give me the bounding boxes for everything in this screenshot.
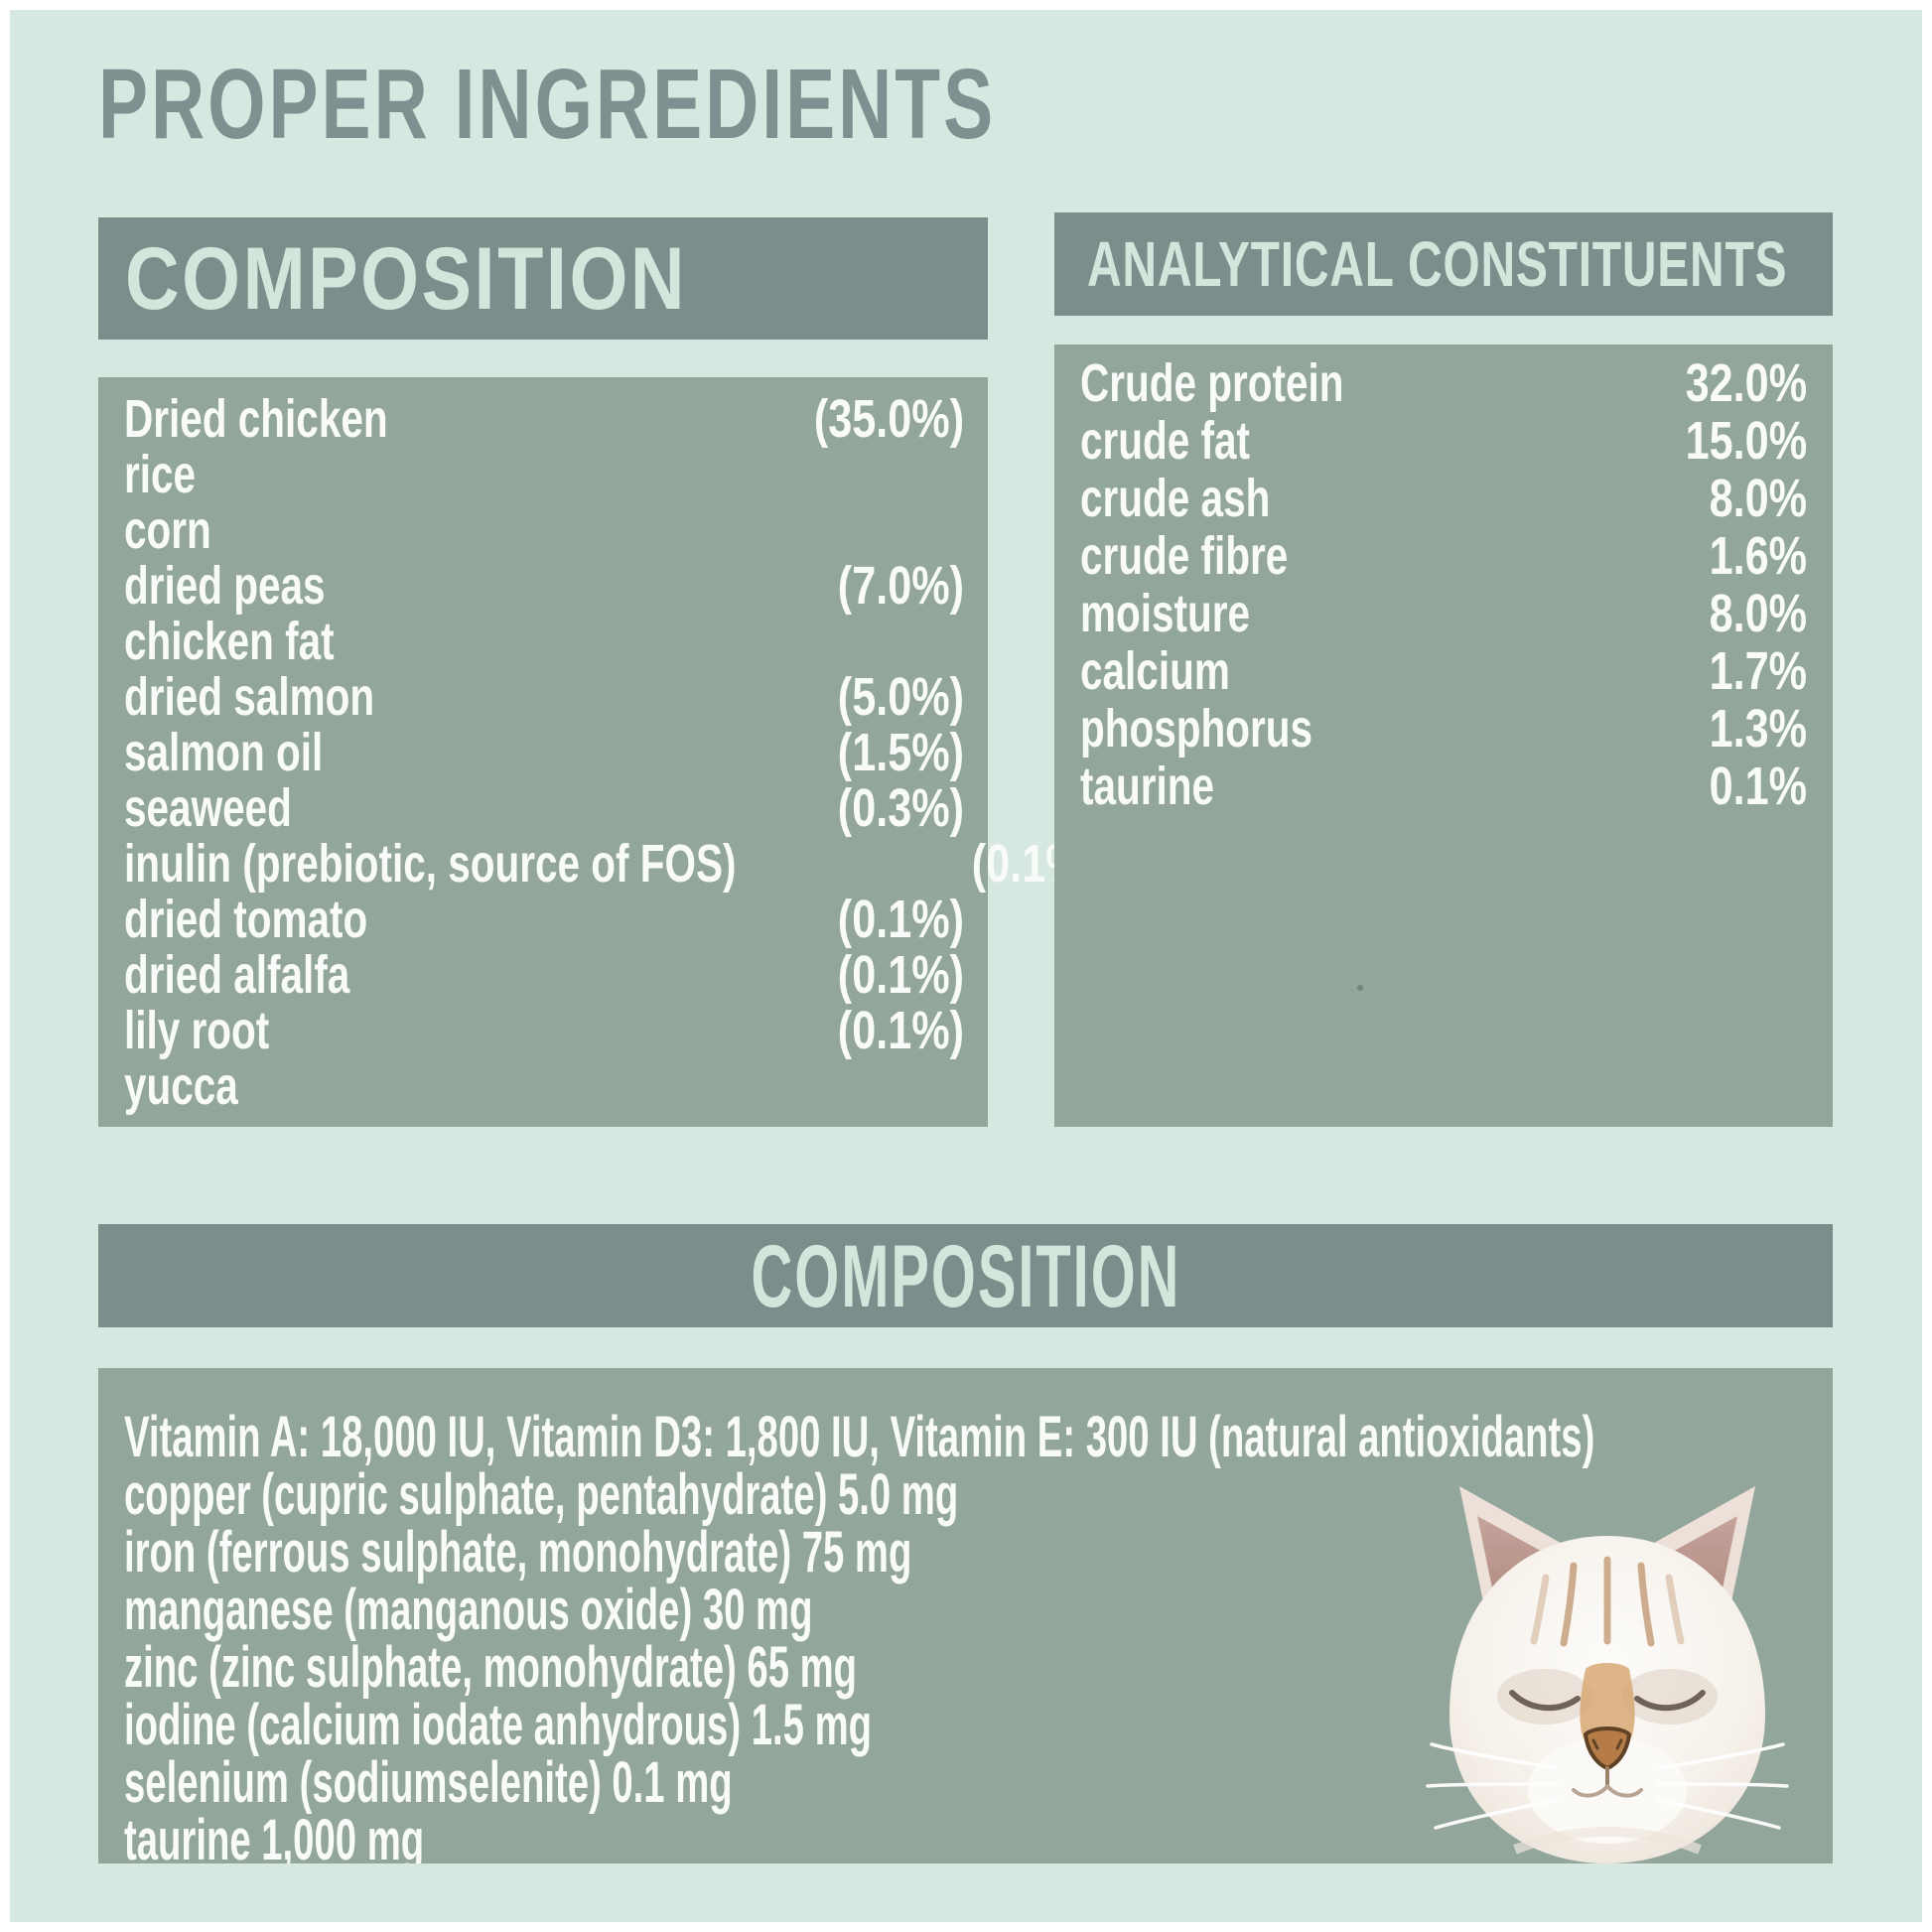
additive-text: manganese (manganous oxide) 30 mg	[124, 1577, 813, 1642]
additive-text: taurine 1,000 mg	[124, 1807, 425, 1864]
cat-mouth	[1572, 1784, 1643, 1798]
table-row: calcium 1.7%	[1080, 641, 1807, 701]
constituent-name: Crude protein	[1080, 353, 1344, 413]
ingredient-name: lily root	[124, 1001, 270, 1060]
table-row: phosphorus 1.3%	[1080, 699, 1807, 759]
additive-line: copper (cupric sulphate, pentahydrate) 5…	[124, 1462, 1833, 1527]
additive-line: manganese (manganous oxide) 30 mg	[124, 1578, 1833, 1642]
ingredient-percentage: (5.0%)	[837, 667, 964, 727]
constituent-percentage: 0.1%	[1709, 757, 1807, 816]
ingredient-name: seaweed	[124, 778, 292, 838]
table-row: crude fibre 1.6%	[1080, 526, 1807, 586]
composition-section: COMPOSITION	[98, 217, 988, 340]
constituent-name: taurine	[1080, 757, 1215, 816]
composition-header-label: COMPOSITION	[125, 228, 688, 328]
page-title: PROPER INGREDIENTS	[98, 50, 1296, 159]
ingredient-name: rice	[124, 445, 197, 504]
ingredient-percentage: (1.5%)	[837, 723, 964, 782]
analytical-header-label: ANALYTICAL CONSTITUENTS	[1087, 228, 1788, 300]
cat-whiskers	[1426, 1742, 1789, 1830]
constituent-percentage: 32.0%	[1685, 353, 1808, 413]
ingredient-name: chicken fat	[124, 612, 335, 671]
additive-line: taurine 1,000 mg	[124, 1808, 1833, 1864]
table-row: dried tomato (0.1%)	[124, 890, 964, 949]
print-speck-artifact	[1357, 985, 1363, 991]
ingredient-percentage: (0.1%)	[837, 1001, 964, 1060]
table-row: dried peas (7.0%)	[124, 556, 964, 616]
constituent-name: moisture	[1080, 584, 1251, 643]
constituent-name: crude ash	[1080, 469, 1271, 528]
additive-line: iodine (calcium iodate anhydrous) 1.5 mg	[124, 1693, 1833, 1757]
ingredient-percentage: (0.1%)	[837, 945, 964, 1005]
table-row: dried alfalfa (0.1%)	[124, 945, 964, 1005]
ingredient-name: salmon oil	[124, 723, 324, 782]
ingredient-percentage: (0.1%)	[837, 890, 964, 949]
table-row: inulin (prebiotic, source of FOS) (0.1%)	[124, 834, 1098, 894]
constituent-name: crude fibre	[1080, 526, 1289, 586]
cat-closed-eye-right	[1634, 1690, 1706, 1712]
analytical-header-bar: ANALYTICAL CONSTITUENTS	[1054, 212, 1833, 316]
composition-header-bar: COMPOSITION	[98, 217, 988, 340]
constituent-percentage: 1.6%	[1709, 526, 1807, 586]
table-row: Dried chicken (35.0%)	[124, 389, 964, 449]
additive-line: Vitamin A: 18,000 IU, Vitamin D3: 1,800 …	[124, 1405, 1833, 1469]
ingredient-name: dried peas	[124, 556, 326, 616]
constituent-name: crude fat	[1080, 411, 1251, 471]
table-row: seaweed (0.3%)	[124, 778, 964, 838]
additive-text: iron (ferrous sulphate, monohydrate) 75 …	[124, 1519, 912, 1585]
constituent-percentage: 15.0%	[1685, 411, 1808, 471]
table-row: chicken fat	[124, 612, 964, 671]
table-row: Crude protein 32.0%	[1080, 353, 1808, 413]
additive-text: zinc (zinc sulphate, monohydrate) 65 mg	[124, 1634, 858, 1700]
table-row: lily root (0.1%)	[124, 1001, 964, 1060]
table-row: crude ash 8.0%	[1080, 469, 1807, 528]
constituent-percentage: 8.0%	[1709, 469, 1807, 528]
table-row: corn	[124, 500, 964, 560]
table-row: moisture 8.0%	[1080, 584, 1807, 643]
additive-line: iron (ferrous sulphate, monohydrate) 75 …	[124, 1520, 1833, 1585]
table-row: salmon oil (1.5%)	[124, 723, 964, 782]
ingredient-name: yucca	[124, 1056, 238, 1116]
additives-panel: Vitamin A: 18,000 IU, Vitamin D3: 1,800 …	[98, 1368, 1833, 1863]
ingredient-name: dried alfalfa	[124, 945, 350, 1005]
analytical-panel: Crude protein 32.0% crude fat 15.0% crude …	[1054, 345, 1833, 1127]
cat-photo	[1426, 1486, 1789, 1863]
page-title-text: PROPER INGREDIENTS	[98, 49, 997, 160]
composition-panel: Dried chicken (35.0%) rice corn dried pea…	[98, 377, 1098, 1127]
ingredient-percentage: (7.0%)	[837, 556, 964, 616]
additive-text: copper (cupric sulphate, pentahydrate) 5…	[124, 1461, 959, 1527]
constituent-percentage: 8.0%	[1709, 584, 1807, 643]
table-row: yucca	[124, 1056, 964, 1116]
cat-nose	[1583, 1726, 1632, 1771]
additive-line: zinc (zinc sulphate, monohydrate) 65 mg	[124, 1635, 1833, 1700]
ingredient-name: dried salmon	[124, 667, 375, 727]
additives-header-label: COMPOSITION	[751, 1225, 1180, 1325]
ingredient-percentage: (0.3%)	[837, 778, 964, 838]
table-row: dried salmon (5.0%)	[124, 667, 964, 727]
additive-text: Vitamin A: 18,000 IU, Vitamin D3: 1,800 …	[124, 1404, 1595, 1469]
ingredient-name: dried tomato	[124, 890, 368, 949]
cat-closed-eye-left	[1509, 1690, 1581, 1712]
table-row: taurine 0.1%	[1080, 757, 1807, 816]
ingredient-percentage: (35.0%)	[813, 389, 964, 449]
table-row: rice	[124, 445, 964, 504]
constituent-percentage: 1.7%	[1709, 641, 1807, 701]
additive-line: selenium (sodiumselenite) 0.1 mg	[124, 1750, 1833, 1815]
table-row: crude fat 15.0%	[1080, 411, 1808, 471]
ingredient-name: inulin (prebiotic, source of FOS)	[124, 834, 737, 894]
ingredient-name: Dried chicken	[124, 389, 388, 449]
constituent-percentage: 1.3%	[1709, 699, 1807, 759]
label-canvas: PROPER INGREDIENTS COMPOSITION Dried chi…	[10, 10, 1922, 1922]
additive-text: iodine (calcium iodate anhydrous) 1.5 mg	[124, 1692, 872, 1757]
additives-header-bar: COMPOSITION	[98, 1224, 1833, 1327]
ingredient-name: corn	[124, 500, 211, 560]
constituent-name: phosphorus	[1080, 699, 1312, 759]
analytical-section: ANALYTICAL CONSTITUENTS	[1054, 212, 1833, 316]
constituent-name: calcium	[1080, 641, 1230, 701]
additive-text: selenium (sodiumselenite) 0.1 mg	[124, 1749, 733, 1815]
